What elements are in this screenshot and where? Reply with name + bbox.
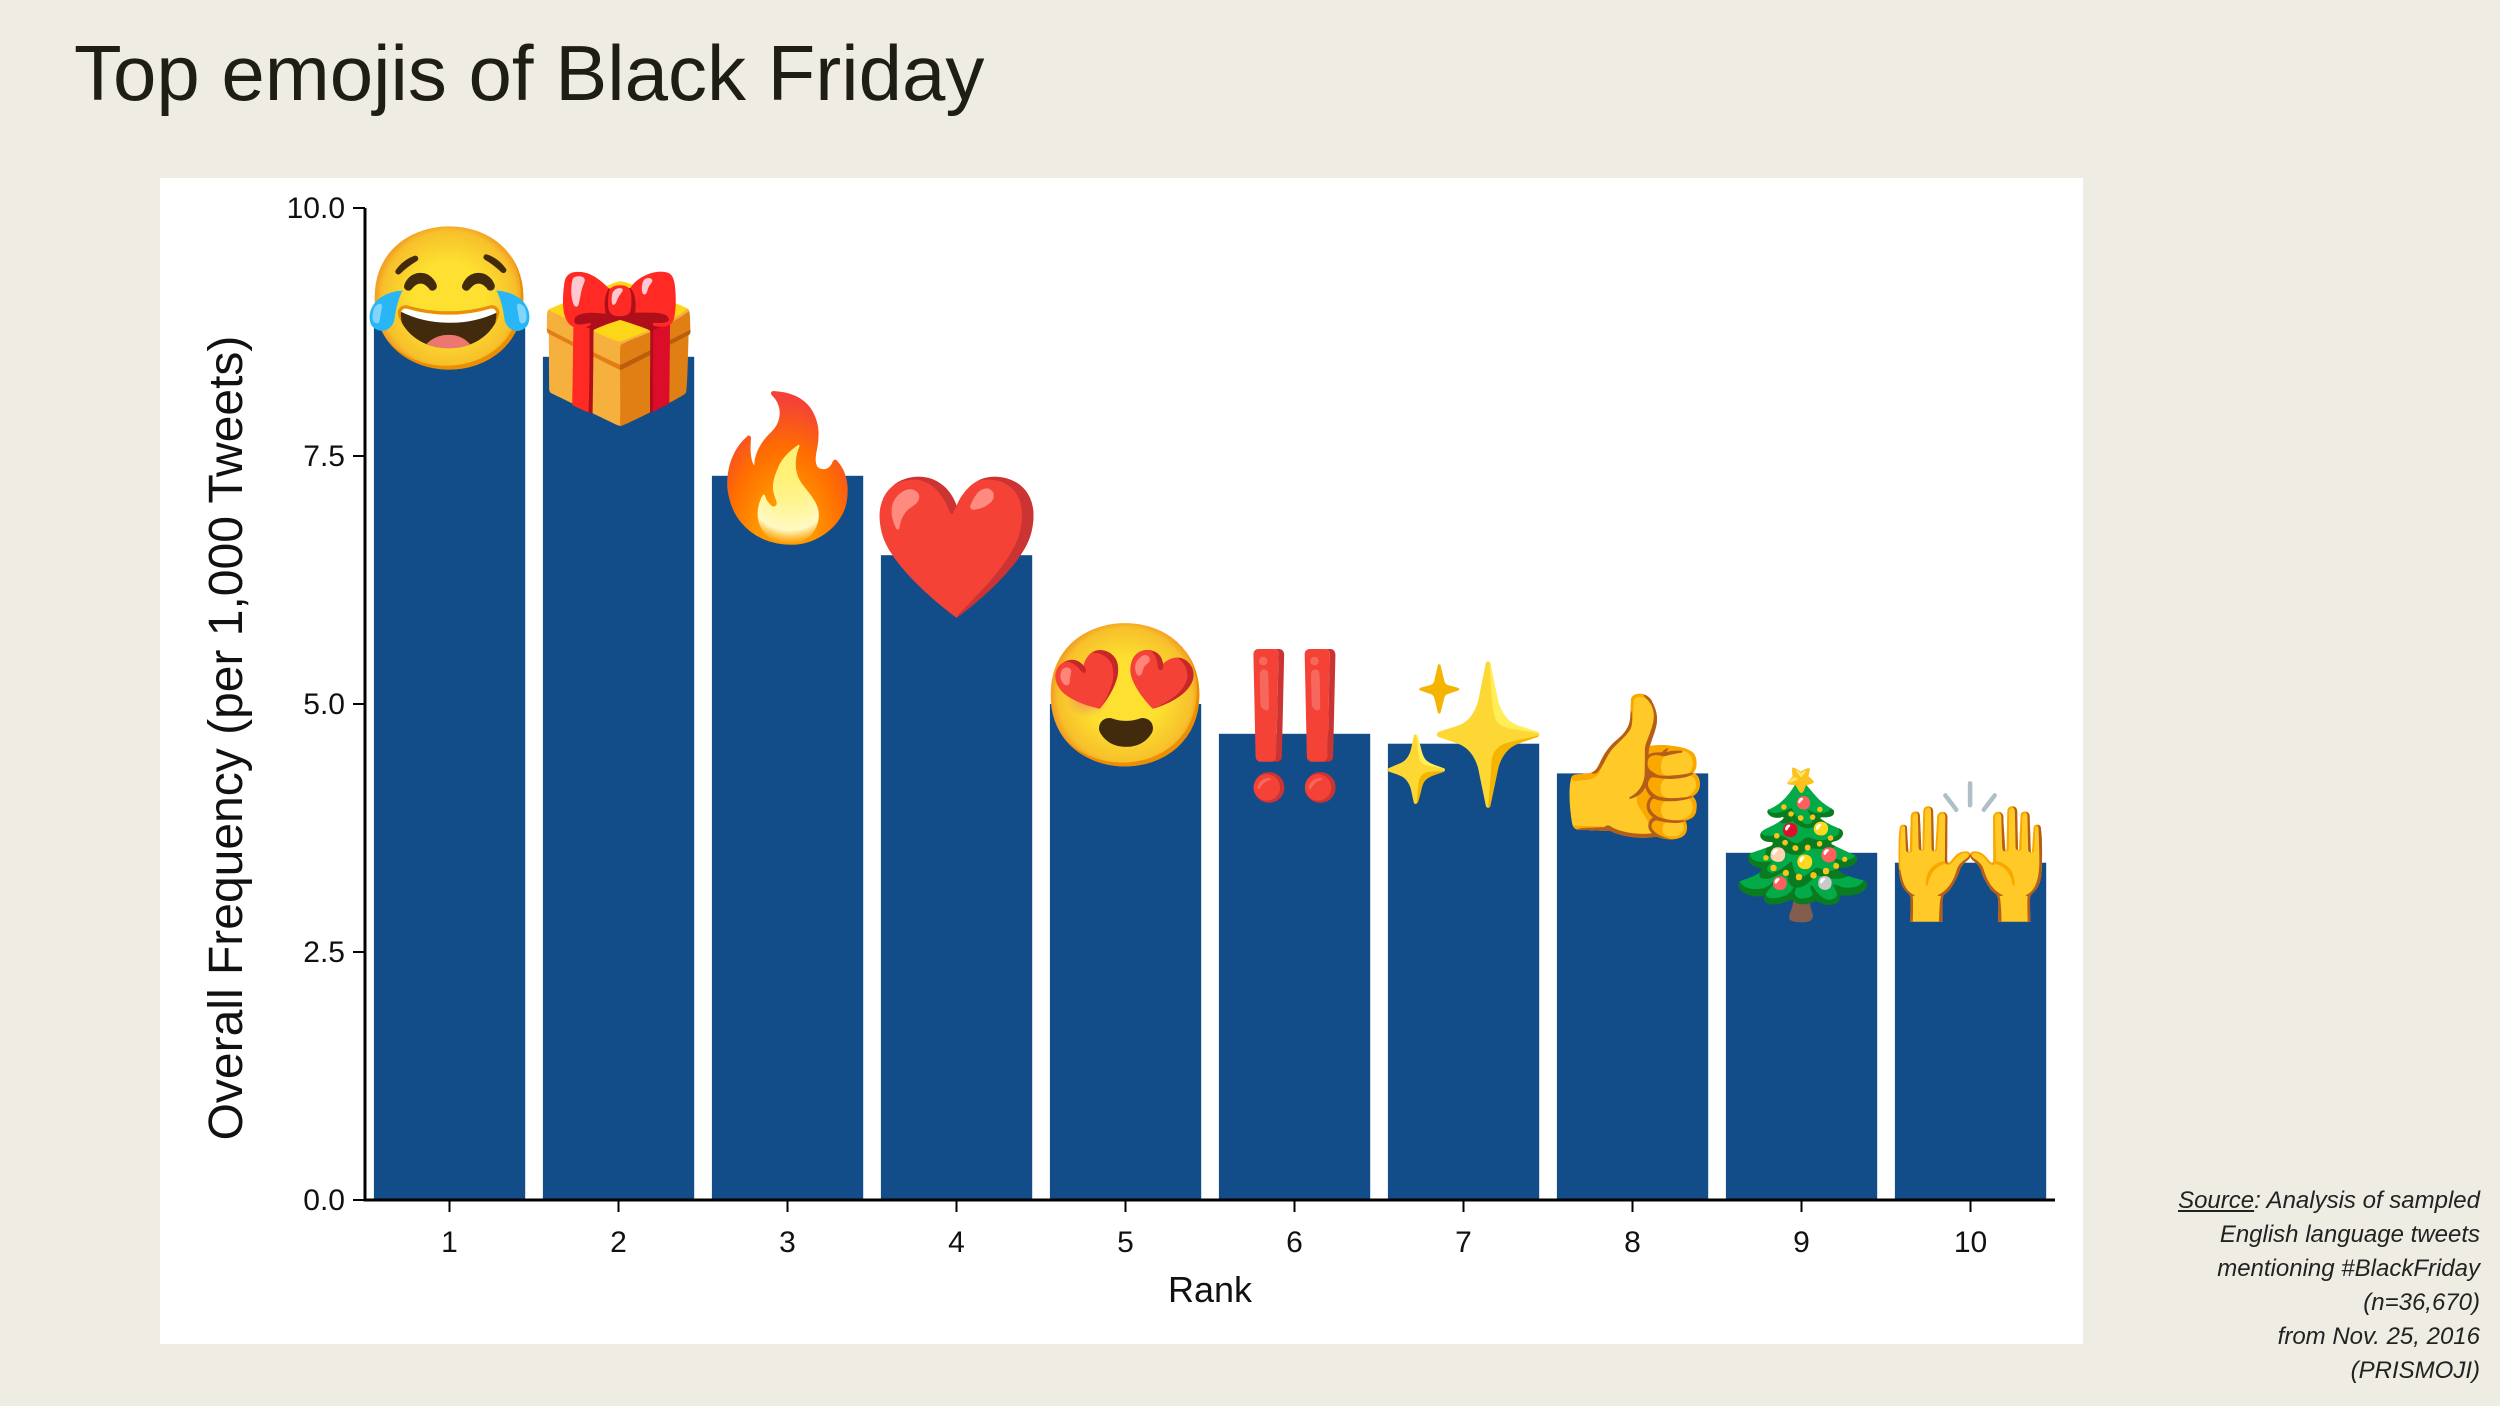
x-tick-label: 5 <box>1117 1226 1134 1259</box>
bar-rank-7 <box>1387 743 1540 1200</box>
x-tick-label: 1 <box>441 1226 458 1259</box>
thumbs-up-icon: 👍 <box>1545 686 1719 844</box>
y-tick-label: 2.5 <box>303 936 345 969</box>
bar-rank-2 <box>542 356 695 1200</box>
y-tick-label: 0.0 <box>303 1184 345 1217</box>
source-line-6: (PRISMOJI) <box>2350 1357 2480 1384</box>
ticks-layer: 1 2 3 4 5 6 7 8 9 10 0.0 2.5 5.0 7.5 10.0 <box>287 192 1988 1259</box>
wrapped-gift-icon: 🎁 <box>531 270 705 428</box>
heart-eyes-icon: 😍 <box>1038 617 1212 774</box>
x-tick-label: 4 <box>948 1226 965 1259</box>
emoji-layer: 😂🎁🔥❤️😍‼️✨👍🎄🙌 <box>362 220 2057 933</box>
x-tick-label: 10 <box>1954 1226 1987 1259</box>
y-axis-label: Overall Frequency (per 1,000 Tweets) <box>200 336 253 1141</box>
sparkles-icon: ✨ <box>1376 657 1550 814</box>
bar-rank-8 <box>1556 773 1709 1200</box>
bar-rank-5 <box>1049 704 1202 1200</box>
x-tick-label: 2 <box>610 1226 627 1259</box>
bar-chart: 😂🎁🔥❤️😍‼️✨👍🎄🙌 1 2 3 4 5 6 7 8 9 10 0.0 2.5 5.0 7.5 10.0… <box>200 192 2058 1310</box>
y-tick-label: 10.0 <box>287 192 345 225</box>
source-line-1: Source: Analysis of sampled <box>2060 1184 2480 1218</box>
red-heart-icon: ❤️ <box>869 468 1044 625</box>
source-line-5: from Nov. 25, 2016 <box>2277 1323 2480 1350</box>
source-label: Source <box>2178 1187 2255 1214</box>
source-text: : Analysis of sampled <box>2254 1187 2480 1214</box>
chart-panel: 😂 🎁 🔥 ❤️ 😍 ‼️ ✨ 👍 🎄 🙌 1 2 3 4 5 6 7 8 9 10 0.0 2.5 5.0 7.5 10.0… <box>160 178 2083 1344</box>
bar-rank-4 <box>880 555 1033 1200</box>
bar-rank-1 <box>373 307 526 1200</box>
christmas-tree-icon: 🎄 <box>1714 766 1888 924</box>
x-axis-label: Rank <box>1168 1269 1253 1310</box>
page-title: Top emojis of Black Friday <box>74 29 985 117</box>
x-tick-label: 3 <box>779 1226 796 1259</box>
source-line-2: English language tweets <box>2219 1221 2480 1248</box>
source-line-3: mentioning #BlackFriday <box>2217 1255 2480 1282</box>
raising-hands-icon: 🙌 <box>1883 776 2057 933</box>
y-tick-label: 5.0 <box>303 688 345 721</box>
source-line-4: (n=36,670) <box>2363 1289 2480 1316</box>
x-tick-label: 6 <box>1286 1226 1303 1259</box>
double-exclamation-icon: ‼️ <box>1207 647 1381 805</box>
bar-rank-9 <box>1725 852 1878 1200</box>
y-tick-label: 7.5 <box>303 440 345 473</box>
fire-icon: 🔥 <box>700 389 874 547</box>
x-tick-label: 7 <box>1455 1226 1472 1259</box>
bar-rank-6 <box>1218 733 1371 1200</box>
x-tick-label: 8 <box>1624 1226 1641 1259</box>
x-tick-label: 9 <box>1793 1226 1810 1259</box>
bars-layer <box>373 307 2047 1200</box>
bar-rank-3 <box>711 475 864 1200</box>
face-with-tears-of-joy-icon: 😂 <box>362 220 536 377</box>
source-note: Source: Analysis of sampled English lang… <box>2060 1184 2480 1388</box>
bar-rank-10 <box>1894 862 2047 1200</box>
